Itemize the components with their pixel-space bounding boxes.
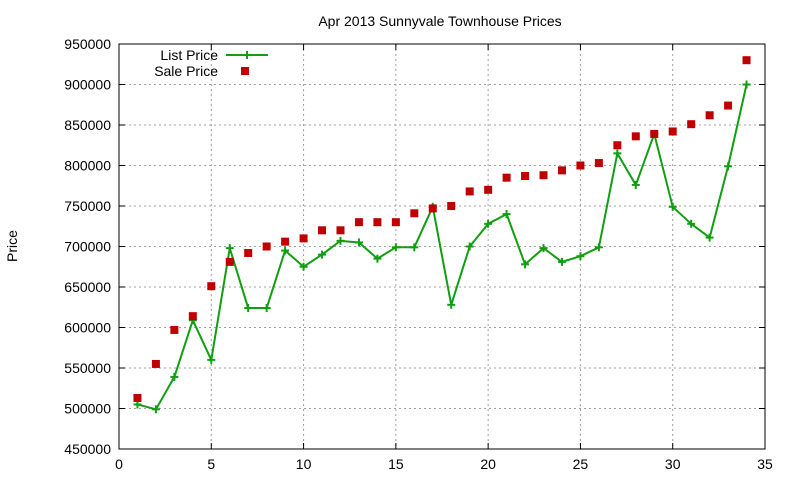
list-price-point: [724, 162, 733, 171]
x-tick-labels: 0 5 10 15 20 25 30 35: [115, 456, 773, 472]
list-price-point: [502, 210, 511, 219]
list-price-point: [447, 300, 456, 309]
x-tick-label: 25: [573, 456, 589, 472]
sale-price-point: [336, 226, 345, 235]
list-price-point: [576, 252, 585, 261]
sale-price-point: [613, 141, 622, 150]
list-price-line: [137, 84, 748, 411]
sale-price-point: [133, 393, 142, 402]
y-tick-label: 750000: [64, 198, 111, 214]
list-price-point: [410, 243, 419, 252]
x-tick-label: 35: [757, 456, 773, 472]
sale-price-point: [484, 185, 493, 194]
sale-price-point: [225, 257, 234, 266]
sale-price-point: [576, 161, 585, 170]
list-price-point: [668, 202, 677, 211]
list-price-point: [631, 180, 640, 189]
x-tick-label: 20: [480, 456, 496, 472]
legend-marker-list-price: [243, 51, 251, 59]
sale-price-point: [151, 359, 160, 368]
sale-price-point: [207, 282, 216, 291]
x-tick-label: 10: [296, 456, 312, 472]
sale-price-point: [668, 127, 677, 136]
list-price-point: [594, 243, 603, 252]
y-tick-label: 650000: [64, 279, 111, 295]
sale-price-point: [650, 129, 659, 138]
sale-price-point: [188, 312, 197, 321]
plot-frame: [118, 43, 766, 450]
y-tick-label: 550000: [64, 360, 111, 376]
list-price-point: [484, 219, 493, 228]
y-tick-label: 950000: [64, 36, 111, 52]
list-price-point: [299, 262, 308, 271]
y-tick-label: 500000: [64, 401, 111, 417]
y-tick-label: 900000: [64, 77, 111, 93]
list-price-point: [244, 304, 253, 313]
sale-price-point: [299, 234, 308, 243]
x-tick-label: 30: [665, 456, 681, 472]
list-price-point: [391, 243, 400, 252]
sale-price-point: [557, 166, 566, 175]
list-price-point: [336, 236, 345, 245]
sale-price-point: [410, 209, 419, 218]
sale-price-point: [724, 101, 733, 110]
list-price-point: [557, 257, 566, 266]
sale-price-point: [631, 132, 640, 141]
sale-price-point: [281, 237, 290, 246]
series-points: [133, 56, 751, 414]
list-price-point: [705, 233, 714, 242]
y-tick-labels: 450000 500000 550000 600000 650000 700000 7500…: [64, 36, 111, 457]
sale-price-point: [447, 202, 456, 210]
sale-price-point: [705, 111, 714, 120]
sale-price-point: [262, 242, 271, 251]
list-price-point: [354, 238, 363, 247]
list-price-point: [207, 355, 216, 364]
chart-title: Apr 2013 Sunnyvale Townhouse Prices: [318, 13, 561, 29]
list-price-point: [281, 246, 290, 255]
y-tick-label: 450000: [64, 441, 111, 457]
sale-price-point: [742, 56, 751, 65]
list-price-point: [151, 405, 160, 414]
sale-price-point: [373, 218, 382, 227]
legend-swatch-sale-price: [241, 67, 249, 75]
sale-price-point: [502, 173, 511, 182]
legend-label-sale-price: Sale Price: [154, 63, 218, 79]
list-price-point: [521, 260, 530, 269]
list-price-point: [225, 244, 234, 253]
list-price-point: [170, 372, 179, 381]
legend-plus: [243, 51, 251, 59]
series-lines: [137, 84, 748, 411]
sale-price-point: [521, 172, 530, 181]
y-tick-label: 800000: [64, 158, 111, 174]
sale-price-point: [594, 159, 603, 168]
list-price-point: [539, 244, 548, 253]
y-axis-label: Price: [4, 230, 20, 262]
y-tick-label: 700000: [64, 239, 111, 255]
sale-price-point: [539, 171, 548, 180]
list-price-point: [262, 304, 271, 313]
sale-price-point: [318, 226, 327, 235]
list-price-point: [318, 250, 327, 259]
list-price-point: [687, 219, 696, 228]
list-price-point: [373, 254, 382, 263]
list-price-point: [465, 242, 474, 251]
list-price-point: [742, 80, 751, 89]
sale-price-point: [465, 187, 474, 196]
sale-price-point: [428, 204, 437, 213]
grid: [119, 44, 765, 449]
sale-price-point: [170, 325, 179, 334]
x-tick-label: 5: [207, 456, 215, 472]
x-tick-label: 15: [388, 456, 404, 472]
list-price-point: [613, 149, 622, 158]
y-tick-label: 850000: [64, 117, 111, 133]
legend-label-list-price: List Price: [160, 47, 218, 63]
sale-price-point: [391, 218, 400, 227]
sale-price-point: [354, 218, 363, 227]
y-tick-label: 600000: [64, 320, 111, 336]
sale-price-point: [244, 248, 253, 257]
x-tick-label: 0: [115, 456, 123, 472]
legend: List Price Sale Price: [154, 47, 268, 79]
sale-price-point: [687, 120, 696, 129]
